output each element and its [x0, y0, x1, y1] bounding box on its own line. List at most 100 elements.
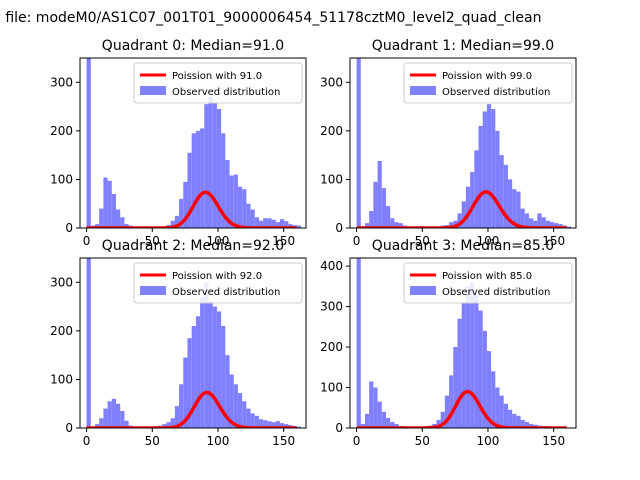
histogram-bar	[491, 109, 496, 228]
histogram-bar	[284, 424, 289, 428]
y-tick-label: 300	[50, 275, 73, 289]
histogram-bar	[120, 411, 125, 428]
histogram-bar	[516, 191, 521, 228]
legend-hist-swatch	[410, 86, 436, 95]
histogram-bar	[453, 347, 458, 428]
histogram-bar	[94, 224, 100, 228]
panel-title: Quadrant 2: Median=92.0	[102, 238, 284, 254]
histogram-bar	[461, 201, 466, 228]
histogram-bar	[120, 217, 125, 228]
histogram-bar	[364, 413, 370, 428]
y-tick-label: 100	[320, 381, 343, 395]
histogram-bar	[449, 375, 454, 428]
panel-title: Quadrant 1: Median=99.0	[372, 38, 554, 54]
histogram-bar	[275, 222, 280, 228]
histogram-bar	[545, 220, 550, 228]
y-tick-label: 300	[50, 75, 73, 89]
histogram-bar	[267, 421, 272, 428]
figure-suptitle: n file: modeM0/AS1C07_001T01_9000006454_…	[0, 10, 541, 26]
histogram-bar	[520, 208, 525, 228]
histogram-bar	[364, 223, 370, 228]
histogram-bar	[107, 180, 112, 228]
histogram-bar	[179, 198, 184, 228]
histogram-bar	[381, 411, 387, 428]
histogram-bar	[566, 226, 572, 228]
histogram-bar	[258, 220, 264, 228]
histogram-bar	[166, 422, 171, 428]
histogram-bar	[191, 133, 196, 228]
y-tick-label: 0	[65, 421, 73, 435]
x-tick-label: 0	[83, 234, 91, 248]
histogram-bar	[174, 215, 180, 228]
histogram-bar	[524, 421, 529, 428]
y-tick-label: 400	[320, 259, 343, 273]
histogram-bar	[254, 415, 259, 428]
histogram-bar	[200, 296, 205, 428]
histogram-bar	[296, 225, 302, 228]
histogram-bar	[204, 282, 209, 428]
histogram-bar	[296, 426, 302, 428]
histogram-bar	[482, 330, 487, 428]
legend-hist-swatch	[410, 286, 436, 295]
panel-title: Quadrant 0: Median=91.0	[102, 38, 284, 54]
histogram-bar	[279, 219, 285, 228]
histogram-bar	[478, 126, 483, 228]
histogram-bar	[457, 213, 462, 228]
histogram-bar	[356, 258, 361, 428]
histogram-bar	[524, 213, 529, 228]
histogram-bar	[183, 181, 188, 228]
histogram-bar	[187, 152, 192, 228]
y-tick-label: 200	[50, 124, 73, 138]
histogram-bar	[377, 401, 382, 428]
histogram-bar	[474, 294, 479, 428]
histogram-bar	[436, 419, 441, 428]
x-tick-label: 50	[145, 234, 160, 248]
histogram-bar	[237, 393, 243, 428]
histogram-bar	[373, 387, 378, 428]
histogram-bar	[94, 424, 100, 428]
histogram-bar	[528, 218, 534, 228]
panel-2: 0 50 100 150 0 100 200 300 Quadrant 2: Median=92…	[50, 238, 307, 448]
histogram-bar	[208, 301, 213, 428]
histogram-bar	[381, 188, 387, 228]
histogram-bar	[212, 306, 217, 428]
legend-box	[403, 262, 573, 304]
histogram-bar	[398, 223, 403, 228]
legend-box	[403, 62, 573, 104]
histogram-bar	[533, 220, 538, 228]
histogram-bar	[258, 419, 264, 428]
histogram-bar	[394, 222, 399, 228]
histogram-bar	[187, 338, 192, 428]
histogram-bar	[170, 418, 175, 428]
histogram-bar	[275, 421, 280, 428]
histogram-bar	[250, 209, 255, 228]
histogram-bar	[390, 421, 395, 428]
histogram-bar	[465, 286, 471, 428]
panel-1: 0 50 100 150 0 100 200 300 Quadrant 1: Median=99…	[320, 38, 577, 248]
histogram-bar	[242, 189, 247, 228]
histogram-bar	[233, 384, 238, 428]
x-tick-label: 100	[207, 234, 230, 248]
histogram-bar	[162, 424, 167, 428]
histogram-bar	[507, 179, 513, 228]
histogram-bar	[470, 282, 475, 428]
histogram-bars	[86, 58, 302, 228]
legend-hist-label: Observed distribution	[442, 287, 550, 298]
histogram-bar	[444, 395, 450, 428]
histogram-bar	[124, 420, 129, 428]
x-tick-label: 100	[477, 234, 500, 248]
histogram-bar	[216, 109, 222, 228]
histogram-bars	[356, 58, 572, 228]
histogram-bar	[516, 415, 521, 428]
axes-frame	[79, 257, 307, 429]
histogram-bar	[86, 258, 91, 428]
y-tick-label: 200	[320, 124, 343, 138]
histogram-bar	[503, 164, 508, 228]
x-tick-label: 50	[145, 434, 160, 448]
x-tick-label: 0	[353, 234, 361, 248]
legend-hist-swatch	[140, 286, 166, 295]
legend-box	[133, 62, 303, 104]
histogram-bar	[242, 401, 247, 428]
panel-title: Quadrant 3: Median=85.0	[372, 238, 554, 254]
histogram-bar	[465, 186, 471, 228]
